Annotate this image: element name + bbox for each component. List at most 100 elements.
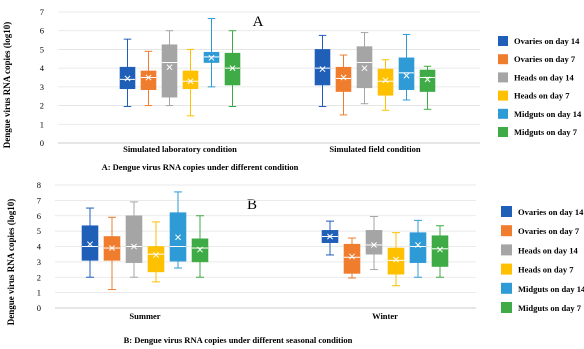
- legend-label: Ovaries on day 14: [518, 207, 584, 217]
- mean-marker: [393, 256, 399, 263]
- y-tick-label: 2: [40, 101, 44, 111]
- panel-b-letter: B: [247, 197, 257, 213]
- y-tick-label: 0: [40, 138, 44, 148]
- iqr-box: [314, 49, 331, 86]
- y-tick-label: 7: [40, 7, 44, 17]
- legend-label: Midguts on day 7: [518, 303, 582, 313]
- mean-marker: [361, 65, 368, 72]
- box-plot: [81, 207, 99, 278]
- x-category-label: Winter: [372, 311, 398, 321]
- mean-marker: [131, 243, 137, 250]
- mean-marker: [349, 253, 355, 260]
- legend-label: Ovaries on day 7: [518, 226, 580, 236]
- iqr-box: [81, 225, 99, 261]
- mean-marker: [166, 64, 173, 71]
- box-plot: [314, 34, 331, 108]
- box-plot: [356, 32, 373, 105]
- box-plot: [321, 220, 339, 256]
- legend-swatch: [498, 72, 508, 83]
- legend-swatch: [498, 36, 508, 46]
- box-plot: [119, 38, 136, 108]
- iqr-box: [377, 68, 394, 96]
- mean-marker: [319, 66, 326, 73]
- y-tick-label: 3: [37, 257, 41, 267]
- legend-label: Heads on day 14: [514, 72, 574, 82]
- x-category-label: Summer: [129, 311, 160, 321]
- box-plot: [387, 232, 405, 287]
- mean-marker: [145, 74, 152, 81]
- iqr-box: [125, 215, 143, 263]
- panel-b-categories: Summer Winter: [129, 311, 398, 321]
- y-tick-label: 4: [37, 242, 42, 252]
- legend-label: Heads on day 7: [514, 91, 570, 101]
- legend-swatch: [501, 206, 512, 217]
- box-plot: [203, 18, 220, 88]
- panel-b-y-ticks: 0 1 2 3 4 5 6 7 8: [37, 180, 42, 313]
- mean-marker: [437, 246, 443, 253]
- legend-label: Heads on day 7: [518, 265, 574, 275]
- box-plot: [224, 30, 241, 108]
- mean-marker: [109, 245, 115, 251]
- iqr-box: [335, 66, 352, 92]
- y-tick-label: 6: [37, 211, 41, 221]
- y-tick-label: 5: [37, 226, 41, 236]
- panel-a-legend: Ovaries on day 14 Ovaries on day 7 Heads o…: [498, 36, 582, 137]
- box-plot: [409, 219, 427, 278]
- legend-swatch: [501, 225, 512, 237]
- box-plot: [343, 237, 361, 279]
- y-tick-label: 8: [37, 180, 41, 190]
- mean-marker: [382, 77, 389, 84]
- panel-a-y-ticks: 0 1 2 3 4 5 6 7: [40, 7, 45, 148]
- panel-a-categories: Simulated laboratory condition Simulated …: [123, 144, 421, 154]
- legend-label: Ovaries on day 14: [514, 36, 580, 46]
- legend-swatch: [501, 282, 512, 294]
- panel-a: Dengue virus RNA copies (log10) A 0 1 2 3 4 5…: [2, 7, 582, 172]
- iqr-box: [356, 46, 373, 89]
- legend-swatch: [501, 302, 512, 313]
- panel-a-ylabel: Dengue virus RNA copies (log10): [2, 22, 12, 149]
- x-category-label: Simulated field condition: [329, 144, 420, 154]
- panel-b-boxes: [81, 191, 449, 291]
- iqr-box: [343, 243, 361, 274]
- box-plot: [161, 30, 178, 107]
- legend-swatch: [501, 263, 512, 275]
- mean-marker: [124, 75, 131, 82]
- iqr-box: [147, 246, 165, 273]
- box-plot: [140, 50, 157, 107]
- mean-marker: [340, 74, 347, 81]
- iqr-box: [182, 70, 199, 90]
- box-plot: [169, 191, 187, 269]
- panel-a-caption: A: Dengue virus RNA copies under differe…: [102, 162, 299, 172]
- panel-b-legend: Ovaries on day 14 Ovaries on day 7 Heads o…: [501, 206, 584, 313]
- y-tick-label: 3: [40, 82, 44, 92]
- mean-marker: [327, 233, 333, 240]
- mean-marker: [403, 72, 410, 79]
- iqr-box: [419, 69, 436, 92]
- iqr-box: [431, 235, 449, 267]
- mean-marker: [424, 76, 431, 83]
- panel-b: Dengue virus RNA copies (log10) B 0 1 2 3 4 5…: [6, 180, 584, 345]
- mean-marker: [371, 242, 377, 248]
- y-tick-label: 1: [40, 119, 44, 129]
- box-plot: [419, 65, 436, 110]
- iqr-box: [191, 238, 209, 263]
- legend-label: Heads on day 14: [518, 245, 578, 255]
- mean-marker: [208, 54, 215, 61]
- y-tick-label: 7: [37, 195, 41, 205]
- box-plot: [335, 54, 352, 116]
- iqr-box: [365, 230, 383, 255]
- iqr-box: [140, 70, 157, 90]
- mean-marker: [415, 242, 421, 248]
- mean-marker: [87, 241, 93, 248]
- iqr-box: [161, 44, 178, 98]
- legend-swatch: [498, 127, 508, 137]
- panel-b-gridlines: [55, 184, 476, 309]
- panel-a-boxes: [119, 18, 436, 117]
- y-tick-label: 5: [40, 44, 44, 54]
- legend-swatch: [498, 90, 508, 101]
- y-tick-label: 0: [37, 303, 41, 313]
- box-plot: [191, 215, 209, 278]
- x-category-label: Simulated laboratory condition: [123, 144, 237, 154]
- iqr-box: [224, 52, 241, 86]
